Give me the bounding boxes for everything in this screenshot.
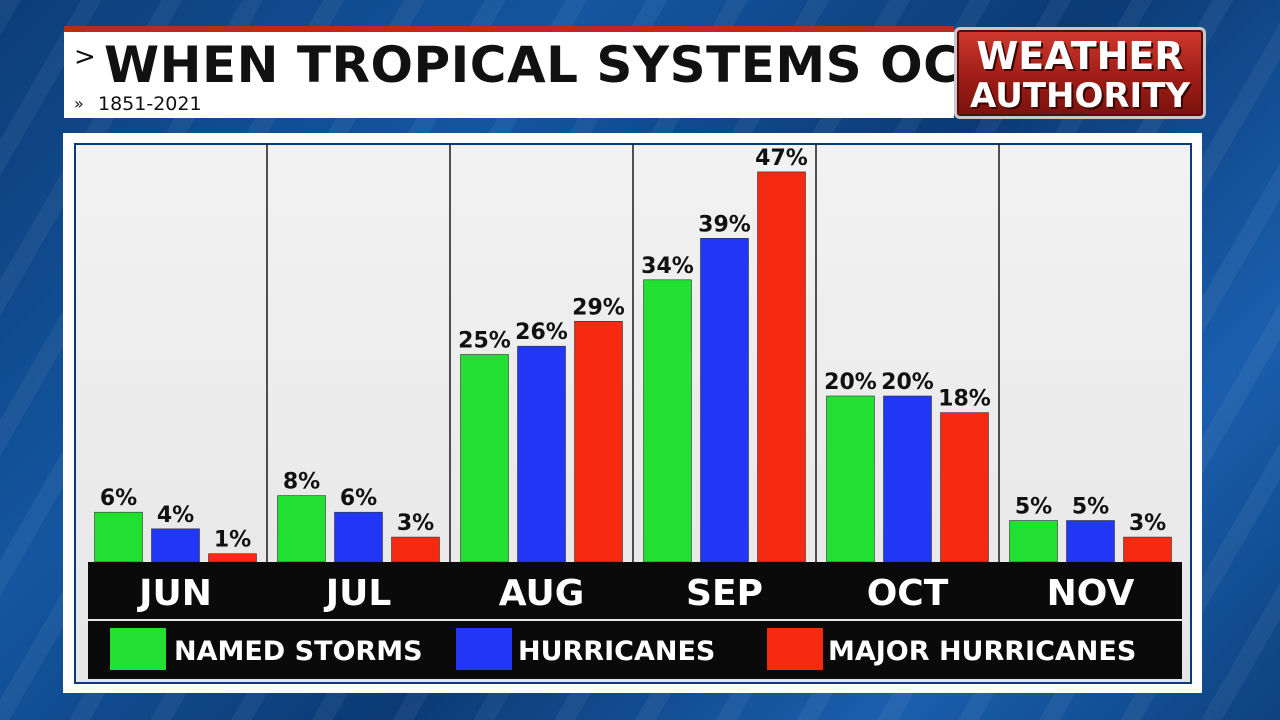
value-label: 1%	[214, 528, 251, 553]
value-label: 4%	[157, 503, 194, 528]
value-label: 18%	[938, 387, 991, 412]
value-label: 6%	[340, 486, 377, 511]
value-label: 25%	[458, 329, 511, 354]
weather-authority-logo: WEATHER AUTHORITY	[954, 27, 1206, 119]
title-bar: > WHEN TROPICAL SYSTEMS OCCUR » 1851-202…	[64, 26, 1077, 118]
legend-swatch-major-hurricanes	[767, 628, 823, 670]
tick-label-jun: JUN	[136, 573, 212, 614]
bar-oct-named-storms	[826, 395, 875, 563]
value-label: 3%	[397, 511, 434, 536]
month-label-band	[88, 562, 1182, 619]
tick-label-oct: OCT	[867, 573, 949, 614]
legend-band	[88, 621, 1182, 679]
bar-sep-named-storms	[643, 279, 692, 563]
tick-label-sep: SEP	[686, 573, 763, 614]
bar-nov-hurricanes	[1066, 520, 1115, 563]
bar-jul-major-hurricanes	[391, 536, 440, 563]
value-label: 6%	[100, 486, 137, 511]
value-label: 20%	[881, 370, 934, 395]
legend-label-named-storms: NAMED STORMS	[174, 636, 423, 667]
value-label: 26%	[515, 320, 568, 345]
bar-jul-named-storms	[277, 495, 326, 563]
bar-jun-named-storms	[94, 511, 143, 563]
bar-sep-hurricanes	[700, 238, 749, 563]
value-label: 3%	[1129, 511, 1166, 536]
value-label: 20%	[824, 370, 877, 395]
legend-swatch-named-storms	[110, 628, 166, 670]
tick-label-nov: NOV	[1047, 573, 1135, 614]
bar-aug-named-storms	[460, 354, 509, 563]
page-subtitle: 1851-2021	[98, 93, 202, 115]
bar-sep-major-hurricanes	[757, 171, 806, 563]
page-title: WHEN TROPICAL SYSTEMS OCCUR	[104, 36, 1078, 94]
title-chevron-icon: >	[74, 42, 96, 72]
tick-label-jul: JUL	[323, 573, 392, 614]
bar-jun-major-hurricanes	[208, 553, 257, 563]
bar-nov-named-storms	[1009, 520, 1058, 563]
legend-swatch-hurricanes	[456, 628, 512, 670]
bar-aug-major-hurricanes	[574, 320, 623, 563]
bar-jul-hurricanes	[334, 511, 383, 563]
bar-aug-hurricanes	[517, 345, 566, 563]
bar-oct-hurricanes	[883, 395, 932, 563]
value-label: 5%	[1015, 495, 1052, 520]
value-label: 5%	[1072, 495, 1109, 520]
subtitle-chevron-icon: »	[74, 94, 84, 113]
value-label: 47%	[755, 146, 808, 171]
legend-label-hurricanes: HURRICANES	[518, 636, 715, 667]
logo-line-1: WEATHER	[976, 34, 1184, 78]
legend-label-major-hurricanes: MAJOR HURRICANES	[828, 636, 1136, 667]
bar-jun-hurricanes	[151, 528, 200, 563]
value-label: 39%	[698, 212, 751, 237]
value-label: 29%	[572, 295, 625, 320]
bar-oct-major-hurricanes	[940, 412, 989, 563]
value-label: 34%	[641, 254, 694, 279]
tick-label-aug: AUG	[499, 573, 585, 614]
bar-nov-major-hurricanes	[1123, 536, 1172, 563]
value-label: 8%	[283, 470, 320, 495]
logo-line-2: AUTHORITY	[969, 76, 1191, 116]
